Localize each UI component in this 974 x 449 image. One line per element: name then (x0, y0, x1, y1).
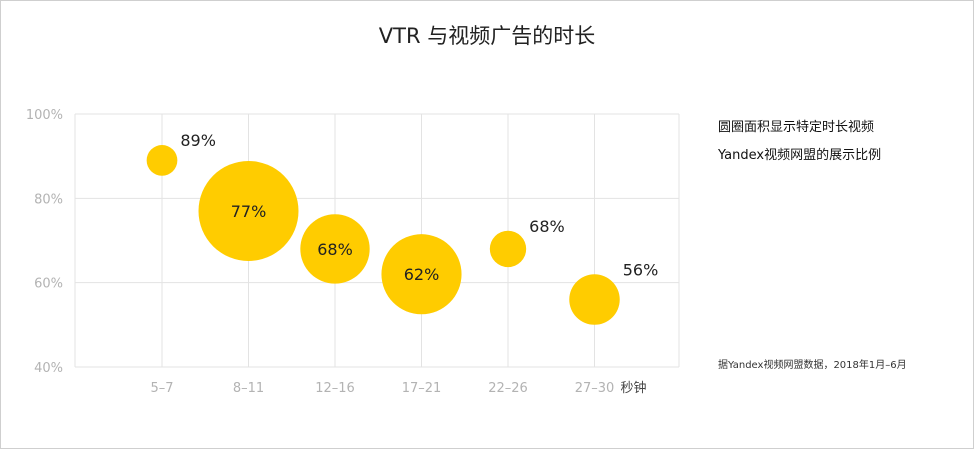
data-label: 56% (623, 260, 659, 279)
x-unit-label: 秒钟 (621, 380, 647, 396)
bubble (489, 230, 527, 268)
data-label: 68% (529, 217, 565, 236)
x-tick-label: 5–7 (150, 381, 173, 396)
bubble (381, 234, 462, 315)
bubble (198, 160, 299, 261)
source-note: 据Yandex视频网盟数据，2018年1月–6月 (718, 360, 907, 371)
y-tick-label: 80% (34, 192, 63, 207)
legend-line-2: Yandex视频网盟的展示比例 (718, 148, 882, 163)
x-tick-label: 22–26 (488, 381, 528, 396)
data-label: 89% (180, 131, 216, 150)
data-label: 68% (317, 240, 353, 259)
y-tick-label: 60% (34, 277, 63, 292)
bubble (569, 274, 620, 325)
legend-line-1: 圆圈面积显示特定时长视频 (718, 120, 875, 135)
data-label: 62% (404, 265, 440, 284)
x-tick-label: 17–21 (402, 381, 442, 396)
chart-title: VTR 与视频广告的时长 (378, 24, 596, 48)
y-tick-label: 100% (26, 108, 63, 123)
legend-note: 圆圈面积显示特定时长视频 Yandex视频网盟的展示比例 (718, 114, 881, 170)
y-tick-label: 40% (34, 361, 63, 376)
x-tick-label: 8–11 (233, 381, 264, 396)
bubble (146, 145, 178, 176)
bubble (300, 214, 370, 284)
x-tick-label: 27–30 (575, 381, 615, 396)
x-tick-label: 12–16 (315, 381, 355, 396)
data-label: 77% (231, 202, 267, 221)
